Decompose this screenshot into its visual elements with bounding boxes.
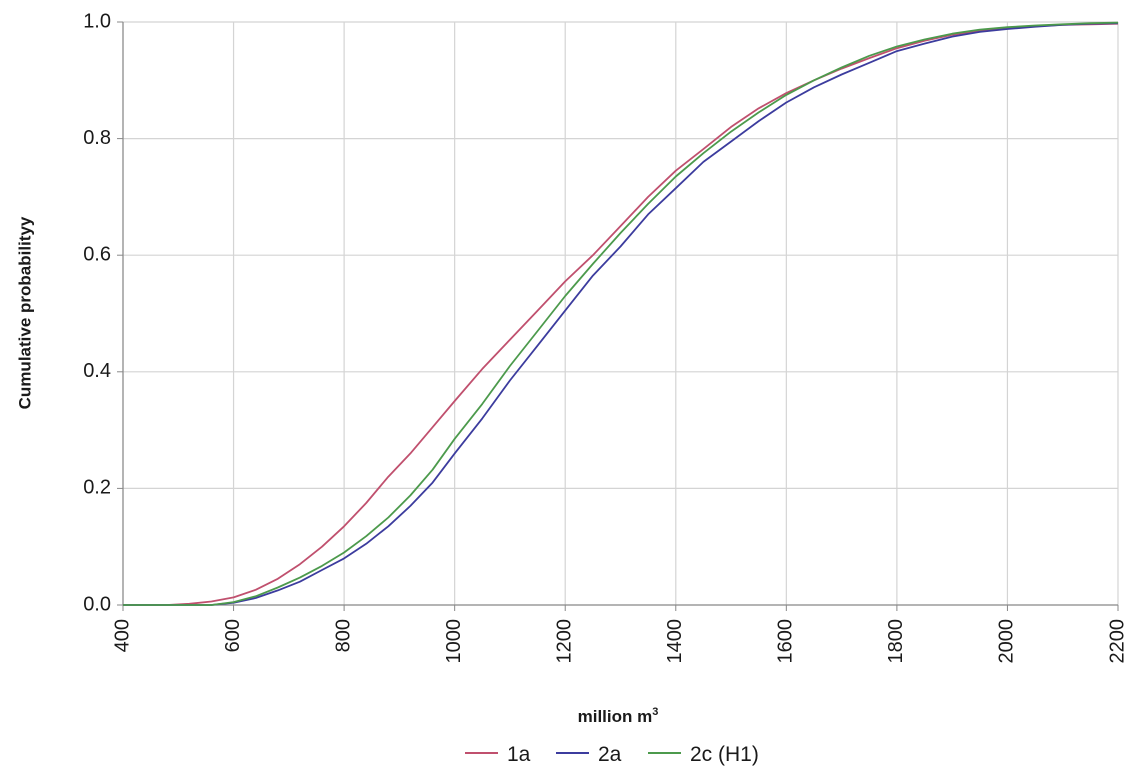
x-tick-label-1400: 1400 [664, 619, 686, 664]
legend-label-1a: 1a [507, 743, 531, 766]
x-axis-title-superscript: 3 [652, 706, 658, 718]
x-tick-label-1000: 1000 [443, 619, 465, 664]
x-tick-label-1200: 1200 [554, 619, 576, 664]
x-axis-title: million m3 [578, 706, 659, 726]
y-tick-label-0.4: 0.4 [83, 360, 111, 382]
legend-label-2c-h1: 2c (H1) [690, 743, 759, 766]
series-line-2c-h1 [123, 21, 1119, 606]
x-tick-label-400: 400 [111, 619, 133, 652]
axes-layer [117, 21, 1119, 611]
y-tick-label-0.0: 0.0 [83, 593, 111, 615]
series-line-2a [123, 22, 1119, 606]
y-tick-label-0.8: 0.8 [83, 127, 111, 149]
x-tick-label-2000: 2000 [996, 619, 1018, 664]
legend-label-2a: 2a [598, 743, 622, 766]
series-layer [123, 21, 1119, 606]
y-tick-label-1.0: 1.0 [83, 10, 111, 32]
y-tick-label-0.2: 0.2 [83, 477, 111, 499]
x-tick-label-2200: 2200 [1106, 619, 1128, 664]
x-tick-label-800: 800 [332, 619, 354, 652]
series-line-1a [123, 22, 1119, 606]
y-tick-label-0.6: 0.6 [83, 243, 111, 265]
grid-layer [122, 21, 1119, 605]
x-axis-title-main: million m [578, 707, 653, 726]
legend: 1a 2a 2c (H1) [465, 743, 759, 766]
x-tick-label-600: 600 [222, 619, 244, 652]
x-tick-label-1800: 1800 [885, 619, 907, 664]
x-tick-label-1600: 1600 [775, 619, 797, 664]
y-axis-title: Cumulative probabilityy [15, 216, 34, 409]
labels-layer: 400 600 800 1000 1200 1400 1600 1800 2000 2200 0.0… [83, 10, 1128, 663]
